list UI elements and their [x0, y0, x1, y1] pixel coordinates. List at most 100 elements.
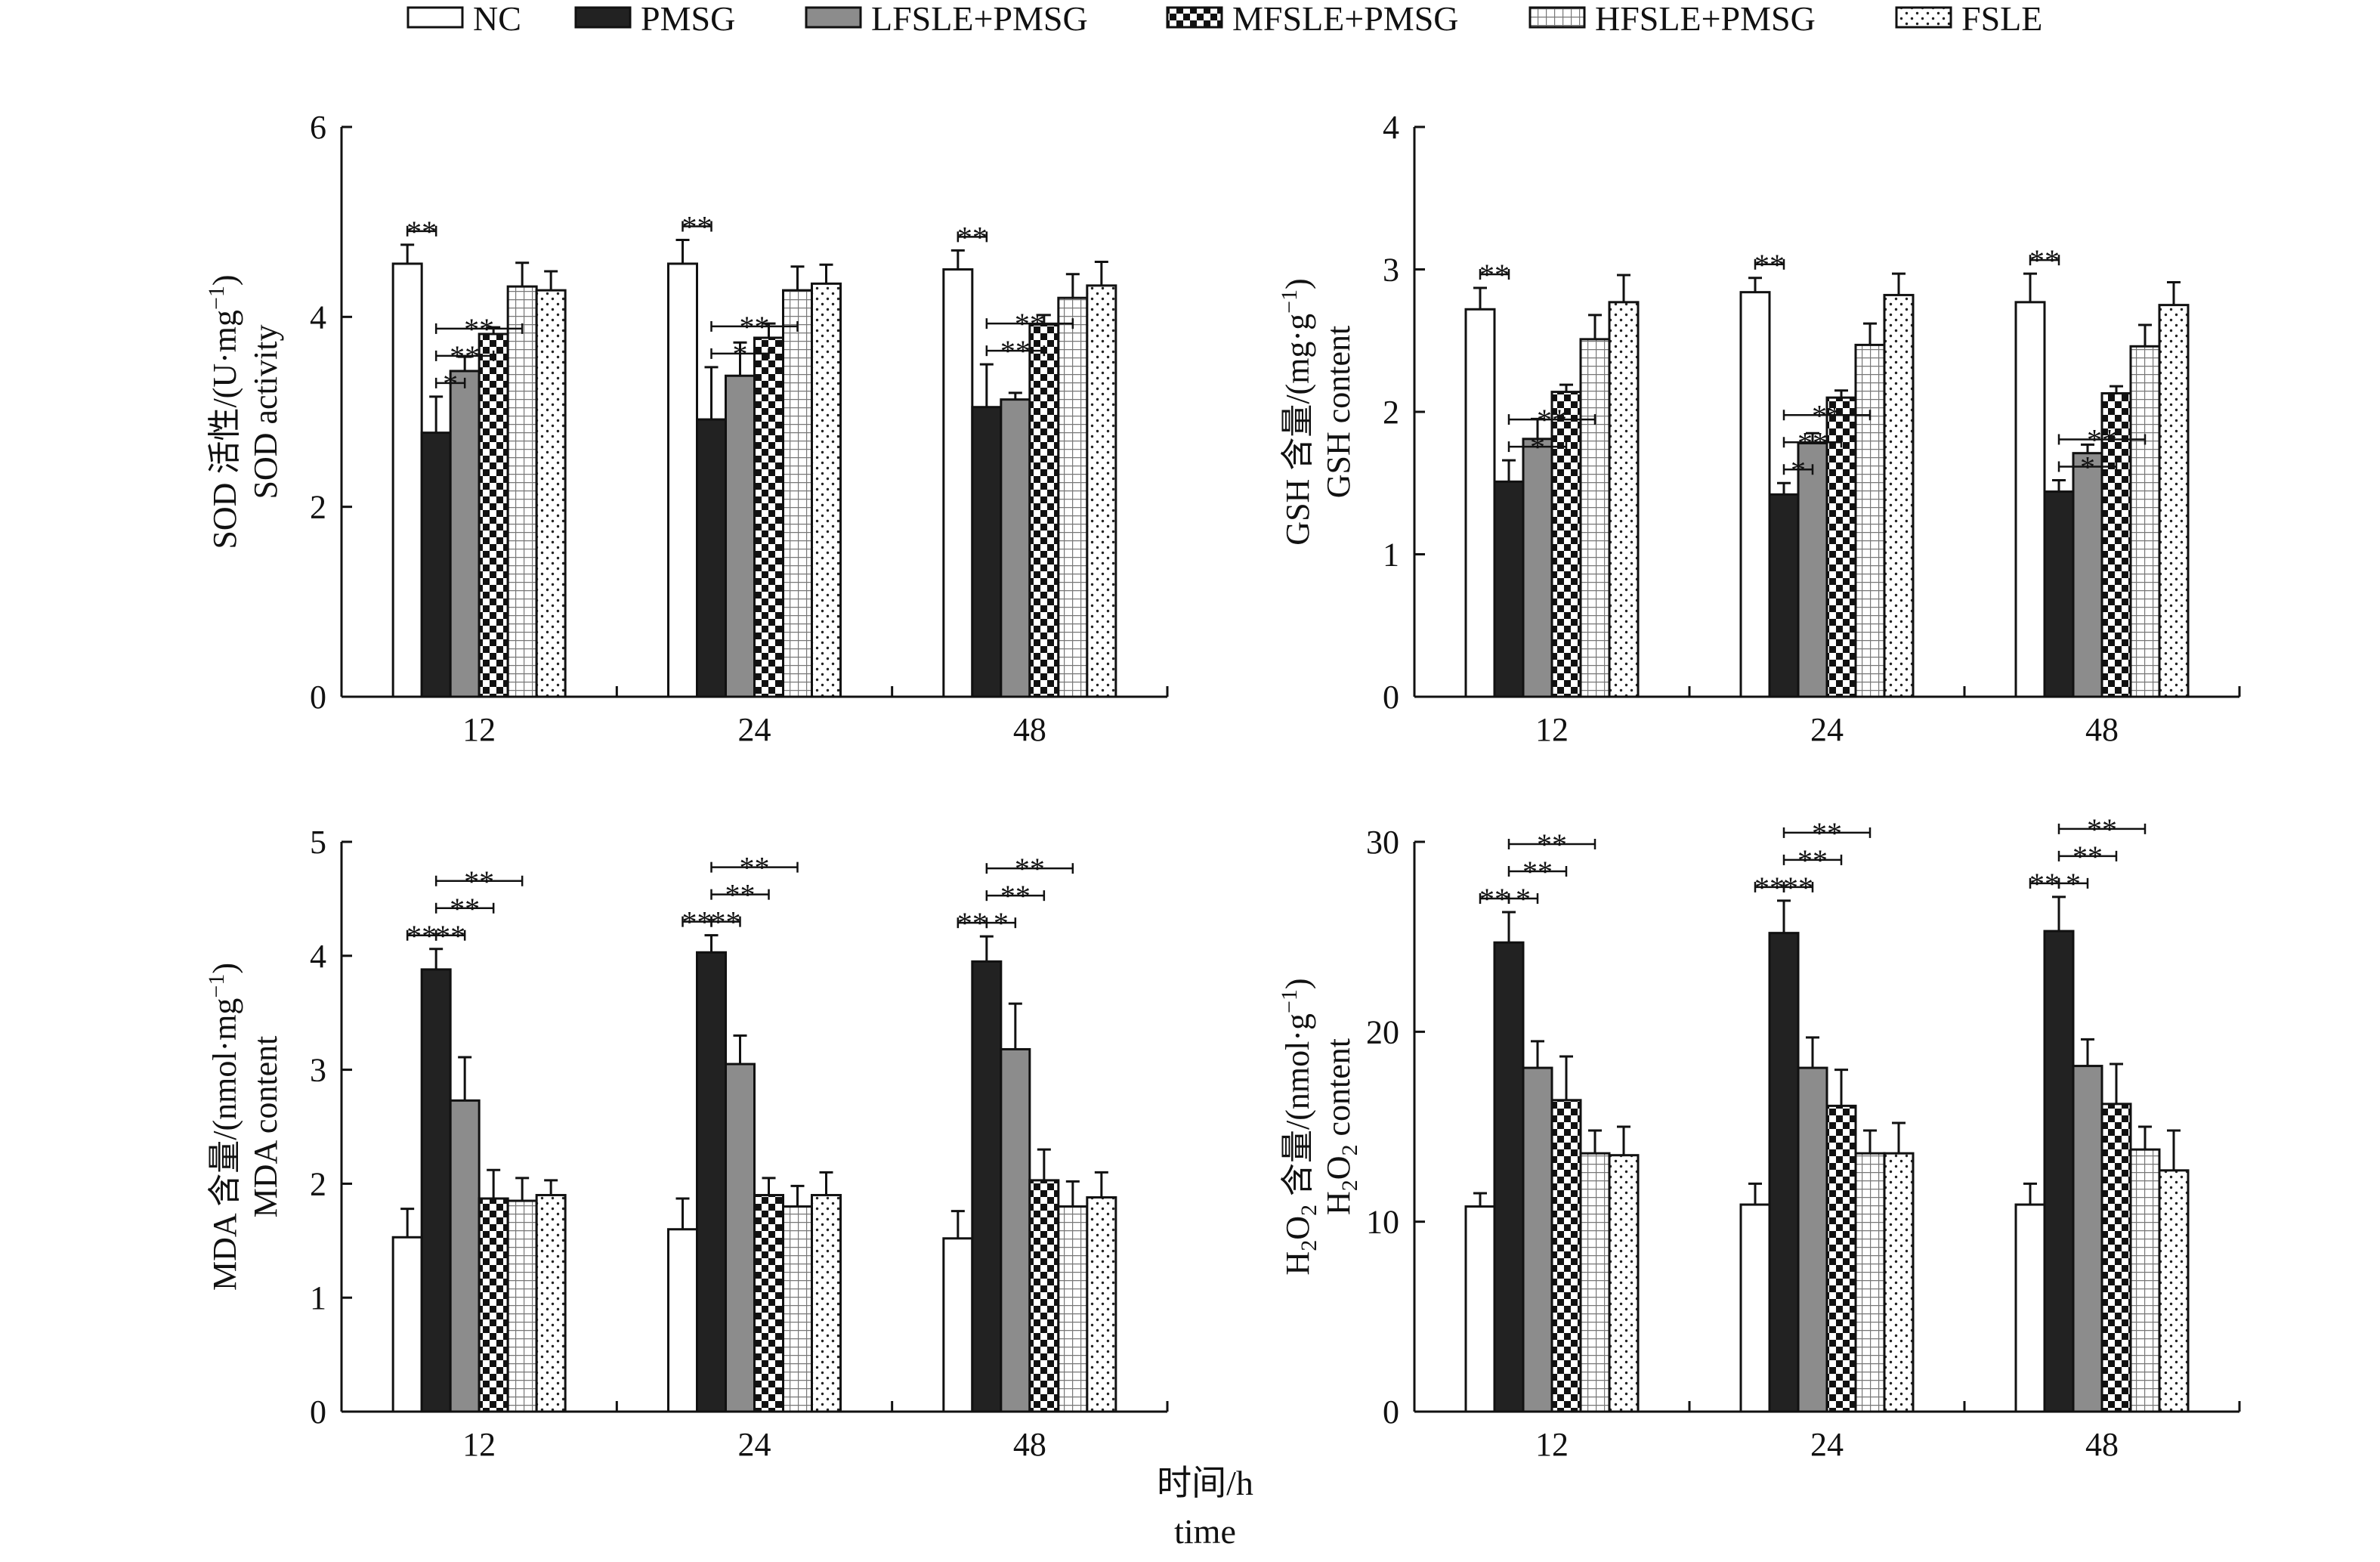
gsh-bar-hfsle-pmsg-12 [1579, 338, 1611, 698]
legend-label-hfsle: HFSLE+PMSG [1595, 0, 1816, 38]
gsh-bar-fsle-12 [1608, 301, 1640, 698]
sod-y-axis-title-en: SOD activity [247, 325, 284, 500]
h2o2-y-title-part: O [1279, 1216, 1316, 1240]
gsh-bar-nc-48 [2014, 301, 2046, 698]
gsh-y-tick-label: 3 [1383, 252, 1399, 289]
mda-y-title-part: −1 [204, 974, 229, 998]
sod-bar-hfsle-pmsg-48 [1057, 296, 1089, 698]
mda-bar-lfsle-pmsg-12 [449, 1099, 481, 1413]
h2o2-y-axis-title-cn: H2O2 含量/(nmol·g−1) [1277, 978, 1321, 1275]
sod-bar-fsle-24 [811, 282, 842, 698]
h2o2-y-title-part: 2 [1337, 1180, 1362, 1191]
h2o2-sig-label: ** [2087, 812, 2117, 846]
h2o2-y-title-part: −1 [1277, 989, 1302, 1013]
h2o2-sig-label: ** [1522, 855, 1553, 889]
sod-sig-label: ** [450, 339, 480, 373]
mda-y-tick-label: 0 [310, 1393, 326, 1431]
mda-sig-label: ** [1015, 852, 1045, 886]
h2o2-bar-pmsg-24 [1768, 932, 1800, 1413]
x-axis-title-en: time [1174, 1512, 1236, 1551]
h2o2-sig-label: ** [1479, 882, 1510, 916]
legend-swatch-pmsg [574, 6, 632, 29]
legend-item-pmsg: PMSG [574, 0, 735, 38]
sod-bar-pmsg-12 [420, 431, 452, 698]
h2o2-bar-mfsle-pmsg-24 [1825, 1104, 1857, 1413]
mda-bar-mfsle-pmsg-12 [478, 1197, 509, 1413]
sod-x-tick-label-24: 24 [738, 711, 771, 748]
h2o2-y-tick-label: 0 [1383, 1393, 1399, 1431]
gsh-bar-hfsle-pmsg-48 [2129, 345, 2161, 698]
mda-y-axis-title-cn: MDA 含量/(nmol·mg−1) [204, 963, 243, 1291]
gsh-x-tick-label-48: 48 [2085, 711, 2119, 748]
sod-y-tick-label: 4 [310, 298, 326, 336]
mda-bar-hfsle-pmsg-24 [782, 1205, 813, 1413]
sod-bar-pmsg-24 [696, 418, 727, 698]
gsh-y-tick-label: 0 [1383, 679, 1399, 716]
gsh-bar-lfsle-pmsg-48 [2072, 452, 2103, 698]
h2o2-x-tick-label-12: 12 [1535, 1426, 1569, 1463]
legend-item-fsle: FSLE [1895, 0, 2042, 38]
sod-sig-label: ** [740, 310, 770, 344]
h2o2-y-tick-label: 10 [1366, 1204, 1399, 1241]
h2o2-sig-label: * [2066, 867, 2081, 901]
mda-sig-label: ** [406, 919, 437, 953]
mda-sig-label: ** [725, 878, 756, 912]
gsh-bar-pmsg-48 [2043, 490, 2075, 698]
gsh-y-title-part: −1 [1277, 289, 1302, 314]
gsh-y-tick-label: 1 [1383, 537, 1399, 574]
h2o2-sig-label: ** [1754, 871, 1785, 905]
sod-sig-label: ** [464, 312, 494, 346]
h2o2-y-title-part: H [1320, 1191, 1357, 1215]
h2o2-bar-fsle-48 [2158, 1169, 2190, 1413]
gsh-bar-fsle-48 [2158, 304, 2190, 698]
sod-y-title-part: −1 [204, 286, 229, 310]
gsh-x-tick-label-12: 12 [1535, 711, 1569, 748]
h2o2-bar-nc-24 [1739, 1203, 1771, 1413]
sod-sig-label: * [733, 337, 748, 371]
legend-item-lfsle: LFSLE+PMSG [805, 0, 1088, 38]
mda-x-tick-label-24: 24 [738, 1426, 771, 1463]
gsh-bar-nc-12 [1464, 308, 1496, 698]
h2o2-bar-mfsle-pmsg-12 [1550, 1099, 1582, 1413]
gsh-bar-pmsg-12 [1493, 480, 1525, 698]
sod-bar-mfsle-pmsg-48 [1028, 323, 1060, 698]
h2o2-sig-label: ** [1797, 843, 1828, 877]
h2o2-bar-hfsle-pmsg-24 [1854, 1152, 1886, 1413]
mda-sig-label: ** [740, 851, 770, 885]
mda-bar-nc-24 [667, 1228, 698, 1413]
sod-sig-label: ** [1000, 334, 1031, 368]
mda-bar-pmsg-12 [420, 968, 452, 1413]
legend-label-lfsle: LFSLE+PMSG [871, 0, 1088, 38]
h2o2-y-title-part: 2 [1297, 1240, 1321, 1251]
mda-bar-pmsg-24 [696, 951, 727, 1413]
sod-y-axis-title-cn: SOD 活性/(U·mg−1) [204, 274, 243, 549]
mda-bar-hfsle-pmsg-12 [506, 1199, 538, 1413]
gsh-bar-fsle-24 [1883, 293, 1915, 698]
mda-bar-nc-48 [942, 1237, 974, 1413]
gsh-y-tick-label: 4 [1383, 109, 1399, 146]
mda-bar-nc-12 [391, 1236, 423, 1413]
sod-bar-lfsle-pmsg-48 [1000, 398, 1031, 698]
gsh-y-axis-title-cn: GSH 含量/(mg·g−1) [1277, 278, 1316, 545]
mda-y-title-part: ) [206, 963, 243, 974]
legend-label-mfsle: MFSLE+PMSG [1232, 0, 1459, 38]
sod-y-title-part: ) [206, 274, 243, 286]
mda-sig-label: ** [1000, 879, 1031, 913]
sod-x-tick-label-48: 48 [1013, 711, 1046, 748]
gsh-sig-label: ** [1754, 248, 1785, 282]
sod-bar-nc-48 [942, 268, 974, 698]
h2o2-sig-label: ** [2029, 867, 2060, 901]
mda-bar-hfsle-pmsg-48 [1057, 1205, 1089, 1413]
mda-y-tick-label: 2 [310, 1165, 326, 1202]
mda-sig-label: ** [464, 865, 494, 899]
h2o2-x-tick-label-48: 48 [2085, 1426, 2119, 1463]
x-axis-title-cn: 时间/h [1157, 1464, 1253, 1502]
legend-swatch-nc [406, 6, 464, 29]
sod-bar-fsle-12 [535, 289, 567, 698]
h2o2-bar-hfsle-pmsg-12 [1579, 1152, 1611, 1413]
legend-label-pmsg: PMSG [641, 0, 735, 38]
h2o2-y-title-part: content [1320, 1038, 1357, 1145]
sod-sig-label: * [443, 367, 458, 401]
